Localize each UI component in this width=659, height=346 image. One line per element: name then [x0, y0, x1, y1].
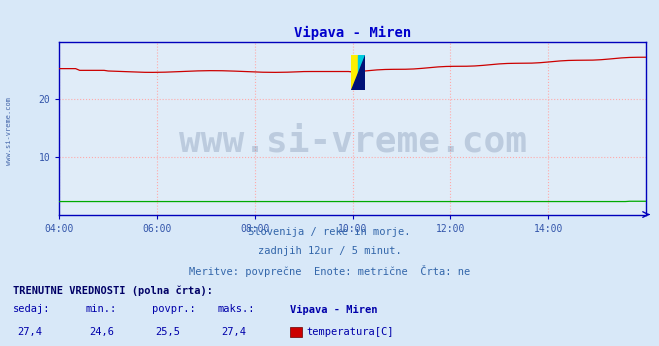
Text: min.:: min.:: [86, 304, 117, 315]
Text: 27,4: 27,4: [17, 327, 42, 337]
Text: Meritve: povprečne  Enote: metrične  Črta: ne: Meritve: povprečne Enote: metrične Črta:…: [189, 265, 470, 277]
Text: maks.:: maks.:: [217, 304, 255, 315]
Text: 24,6: 24,6: [90, 327, 115, 337]
Bar: [358, 55, 365, 90]
Text: www.si-vreme.com: www.si-vreme.com: [5, 98, 12, 165]
Text: TRENUTNE VREDNOSTI (polna črta):: TRENUTNE VREDNOSTI (polna črta):: [13, 285, 213, 296]
Text: temperatura[C]: temperatura[C]: [306, 327, 394, 337]
Text: zadnjih 12ur / 5 minut.: zadnjih 12ur / 5 minut.: [258, 246, 401, 256]
Text: Slovenija / reke in morje.: Slovenija / reke in morje.: [248, 227, 411, 237]
Text: povpr.:: povpr.:: [152, 304, 195, 315]
Text: sedaj:: sedaj:: [13, 304, 51, 315]
Text: www.si-vreme.com: www.si-vreme.com: [179, 125, 527, 159]
Text: 25,5: 25,5: [156, 327, 181, 337]
Title: Vipava - Miren: Vipava - Miren: [294, 26, 411, 40]
Bar: [351, 55, 358, 90]
Text: Vipava - Miren: Vipava - Miren: [290, 304, 378, 315]
Text: 27,4: 27,4: [221, 327, 246, 337]
Polygon shape: [351, 55, 365, 90]
